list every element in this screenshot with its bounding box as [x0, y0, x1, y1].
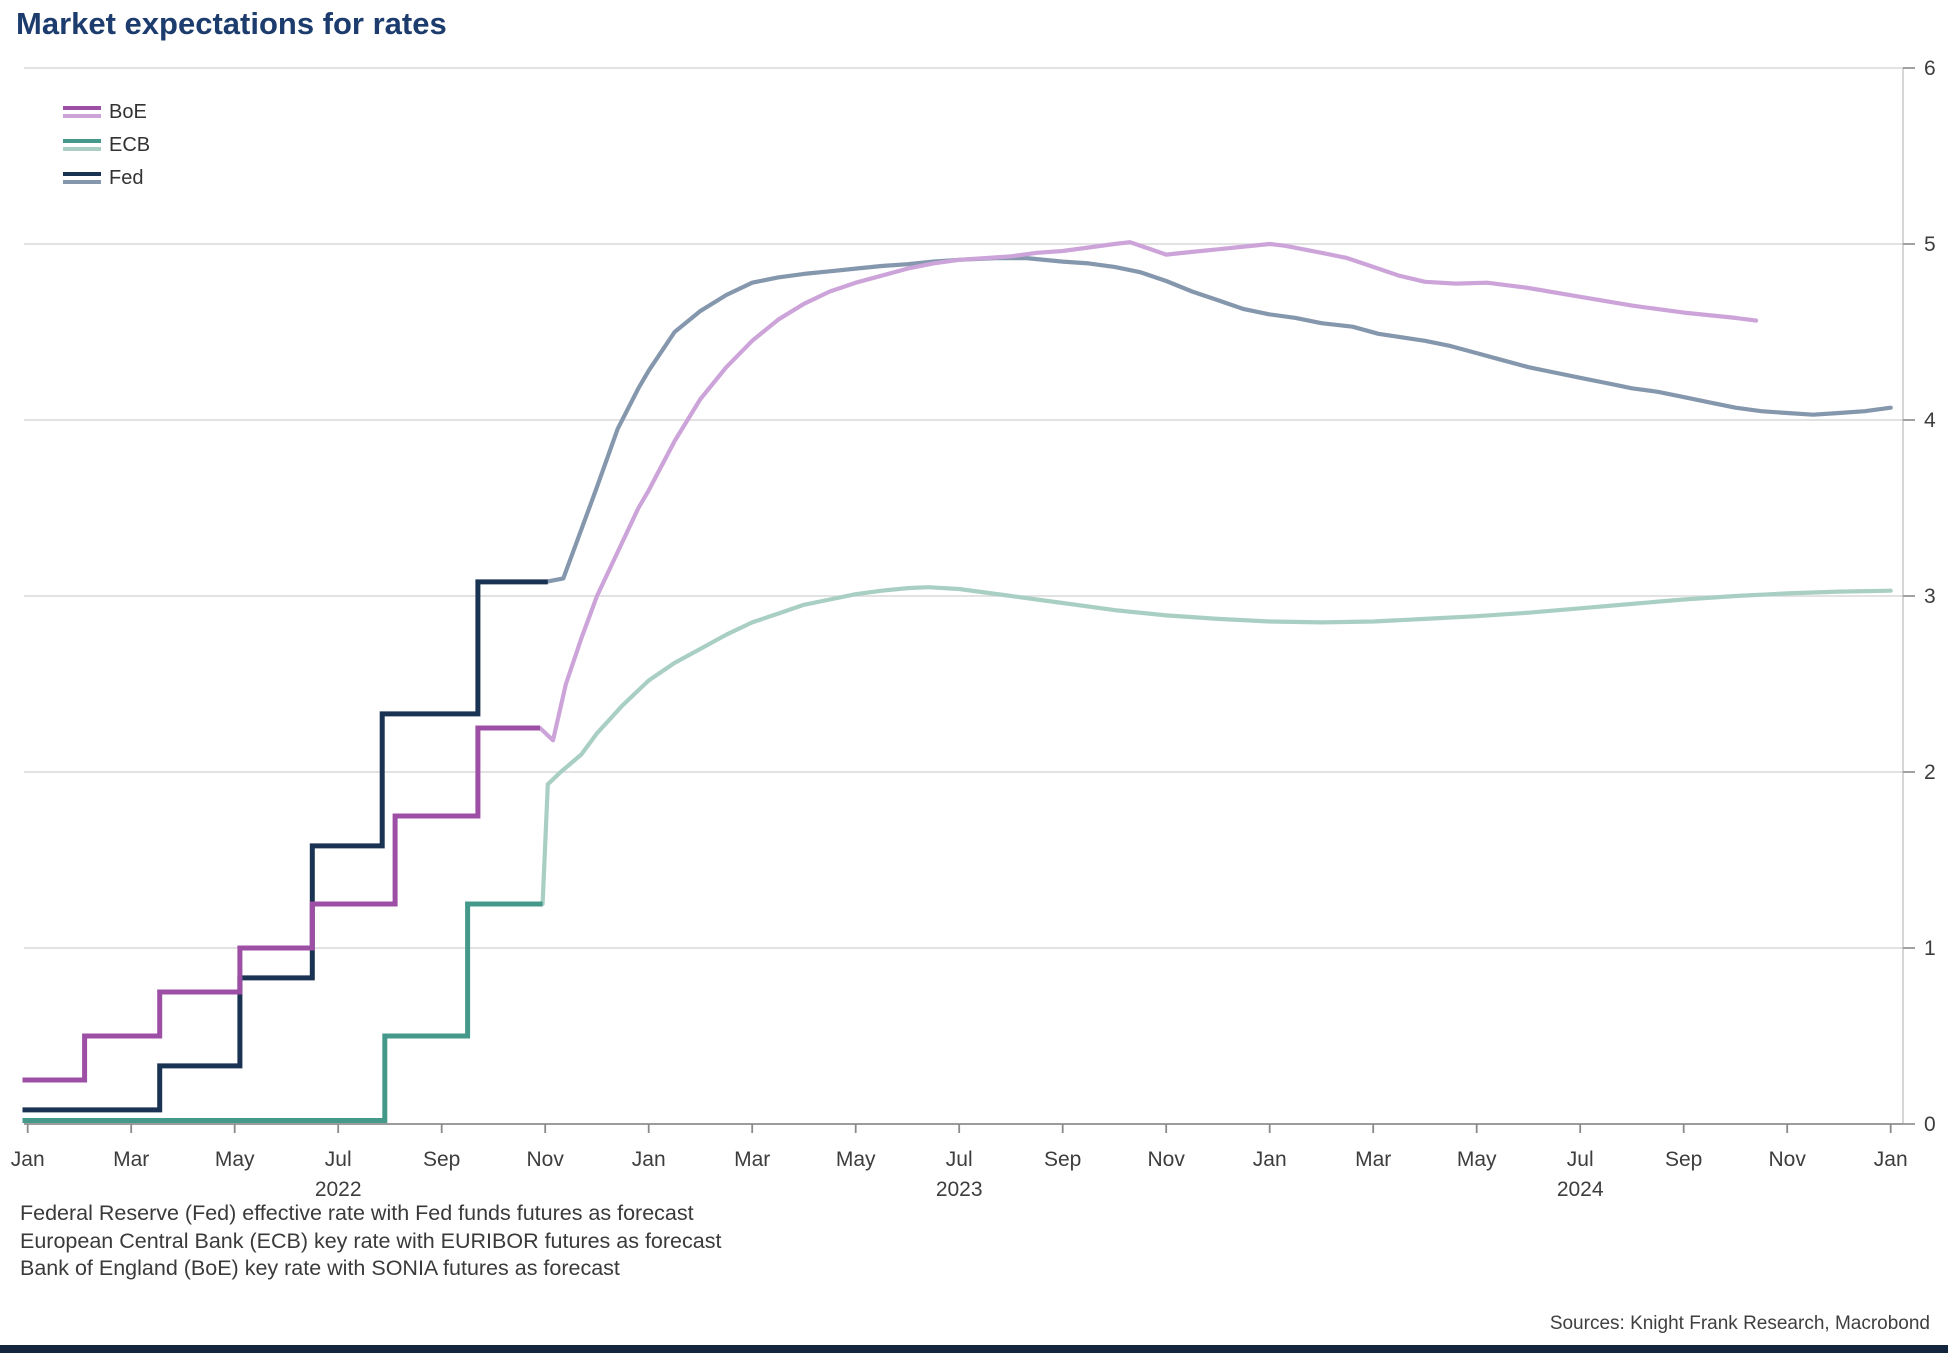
x-tick-label-12: Jan	[632, 1148, 666, 1171]
x-tick-label-2: Mar	[113, 1148, 149, 1171]
x-tick-label-22: Nov	[1148, 1148, 1186, 1171]
legend-swatch-fed	[63, 171, 101, 187]
x-tick-label-0: Jan	[11, 1148, 45, 1171]
y-tick-label-2: 2	[1924, 761, 1936, 784]
x-axis-labels: Jan Mar May Jul Sep Nov Jan Mar May Jul Sep Nov Jan M…	[11, 1124, 1908, 1201]
x-tick-label-28: May	[1457, 1148, 1497, 1171]
footnote-line-3: Bank of England (BoE) key rate with SONI…	[20, 1256, 620, 1280]
legend-label: BoE	[109, 101, 147, 123]
y-axis-labels: 0 1 2 3 4 5 6	[1903, 57, 1936, 1136]
x-tick-label-4: May	[215, 1148, 255, 1171]
x-tick-label-32: Sep	[1665, 1148, 1702, 1171]
x-tick-label-26: Mar	[1355, 1148, 1391, 1171]
series-boe-historical-line	[22, 725, 540, 1083]
footnote-line-2: European Central Bank (ECB) key rate wit…	[20, 1228, 722, 1253]
chart-footnotes: Federal Reserve (Fed) effective rate wit…	[20, 1200, 721, 1283]
legend-swatch-solid-line	[63, 105, 101, 110]
x-tick-label-36: Jan	[1874, 1148, 1908, 1171]
series-ecb-forecast-line	[540, 585, 1893, 907]
x-tick-label-14: Mar	[734, 1148, 770, 1171]
legend-swatch-forecast-line	[63, 179, 101, 184]
series-fed-forecast-line	[543, 256, 1893, 584]
x-tick-label-18: Jul	[946, 1148, 973, 1171]
x-tick-label-8: Sep	[423, 1148, 460, 1171]
series-boe-forecast-line	[537, 240, 1759, 743]
page-title: Market expectations for rates	[16, 6, 447, 41]
y-tick-label-0: 0	[1924, 1113, 1936, 1136]
x-tick-label-16: May	[836, 1148, 876, 1171]
x-year-label-2022: 2022	[315, 1178, 362, 1201]
x-tick-label-6: Jul	[325, 1148, 352, 1171]
series-ecb-historical-line	[22, 901, 543, 1123]
x-year-label-2024: 2024	[1557, 1178, 1604, 1201]
y-tick-label-5: 5	[1924, 233, 1936, 256]
y-tick-label-1: 1	[1924, 937, 1936, 960]
legend-swatch-solid-line	[63, 171, 101, 176]
x-tick-label-24: Jan	[1253, 1148, 1287, 1171]
x-year-label-2023: 2023	[936, 1178, 983, 1201]
sources-text: Sources: Knight Frank Research, Macrobon…	[1549, 1313, 1930, 1334]
legend-label: ECB	[109, 134, 151, 156]
legend-item-boe: BoE	[63, 96, 150, 129]
x-tick-label-30: Jul	[1567, 1148, 1594, 1171]
y-tick-label-3: 3	[1924, 585, 1936, 608]
legend-label: Fed	[109, 167, 144, 189]
y-tick-label-4: 4	[1924, 409, 1936, 432]
x-tick-label-10: Nov	[527, 1148, 565, 1171]
bottom-brand-bar	[0, 1345, 1948, 1353]
series-lines	[22, 240, 1893, 1123]
legend-swatch-forecast-line	[63, 113, 101, 118]
legend-item-fed: Fed	[63, 162, 150, 195]
legend-swatch-solid-line	[63, 138, 101, 143]
chart-legend: BoE ECB Fed	[63, 96, 150, 195]
x-tick-label-20: Sep	[1044, 1148, 1081, 1171]
legend-swatch-ecb	[63, 138, 101, 154]
legend-swatch-forecast-line	[63, 146, 101, 151]
y-tick-label-6: 6	[1924, 57, 1936, 80]
footnote-line-1: Federal Reserve (Fed) effective rate wit…	[20, 1201, 694, 1225]
legend-item-ecb: ECB	[63, 129, 150, 162]
legend-swatch-boe	[63, 105, 101, 121]
x-tick-label-34: Nov	[1769, 1148, 1807, 1171]
gridlines	[24, 67, 1903, 949]
